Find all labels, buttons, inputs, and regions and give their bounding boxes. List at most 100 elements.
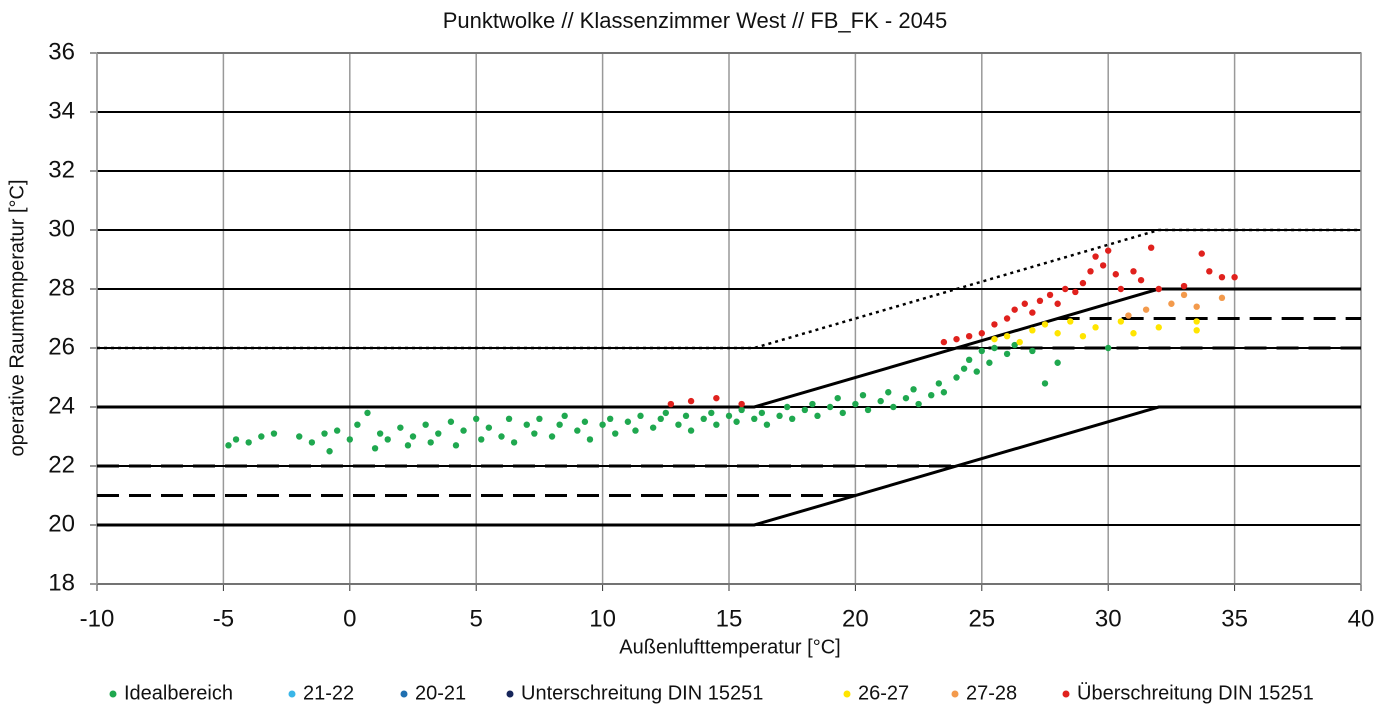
legend-label: 26-27 bbox=[858, 682, 909, 704]
x-tick-label: 0 bbox=[343, 605, 356, 632]
data-point bbox=[700, 415, 707, 422]
y-tick-label: 24 bbox=[48, 392, 75, 419]
data-point bbox=[637, 412, 644, 420]
data-point bbox=[308, 439, 316, 446]
data-point bbox=[409, 433, 417, 440]
data-point bbox=[1016, 338, 1023, 346]
data-point bbox=[1041, 380, 1049, 387]
data-point bbox=[1011, 341, 1018, 349]
data-point bbox=[826, 403, 834, 411]
data-point bbox=[1117, 285, 1125, 293]
data-point bbox=[1021, 300, 1028, 307]
data-point bbox=[397, 424, 404, 431]
data-point bbox=[713, 394, 720, 402]
data-point bbox=[978, 330, 985, 337]
data-point bbox=[758, 409, 766, 417]
data-point bbox=[1142, 306, 1150, 313]
data-point bbox=[725, 412, 733, 420]
data-point bbox=[940, 389, 948, 396]
x-axis-label: Außenlufttemperatur [°C] bbox=[619, 636, 840, 658]
data-point bbox=[834, 394, 841, 402]
data-point bbox=[599, 421, 606, 428]
data-point bbox=[708, 409, 715, 417]
data-point bbox=[783, 403, 791, 411]
data-point bbox=[1193, 303, 1200, 310]
data-point bbox=[1130, 330, 1137, 337]
data-point bbox=[1130, 268, 1137, 275]
data-point bbox=[321, 430, 328, 437]
data-point bbox=[733, 418, 740, 425]
data-point bbox=[928, 392, 935, 399]
data-point bbox=[232, 436, 240, 443]
legend-marker bbox=[400, 690, 408, 698]
data-point bbox=[1029, 347, 1036, 355]
data-point bbox=[606, 415, 614, 422]
x-tick-label: 25 bbox=[968, 605, 995, 632]
data-point bbox=[1011, 306, 1018, 313]
data-point bbox=[789, 415, 796, 422]
data-point bbox=[505, 415, 513, 422]
data-point bbox=[965, 333, 973, 340]
data-point bbox=[1041, 321, 1049, 328]
data-point bbox=[581, 418, 589, 425]
data-point bbox=[649, 424, 657, 431]
x-tick-label: 40 bbox=[1348, 605, 1375, 632]
data-point bbox=[1105, 344, 1112, 352]
legend-marker bbox=[506, 690, 514, 698]
data-point bbox=[1036, 297, 1044, 304]
data-point bbox=[296, 433, 303, 440]
data-point bbox=[1180, 282, 1188, 290]
data-point bbox=[776, 412, 783, 420]
data-point bbox=[326, 448, 333, 455]
data-point bbox=[991, 344, 998, 352]
data-point bbox=[1087, 268, 1094, 275]
data-point bbox=[612, 430, 619, 437]
data-point bbox=[1054, 359, 1061, 366]
data-point bbox=[1218, 274, 1226, 281]
data-point bbox=[1105, 247, 1112, 254]
data-point bbox=[991, 321, 998, 328]
data-point bbox=[1155, 285, 1162, 293]
data-point bbox=[435, 430, 442, 437]
data-point bbox=[687, 397, 695, 405]
data-point bbox=[1003, 315, 1011, 322]
data-point bbox=[839, 409, 846, 417]
y-tick-label: 20 bbox=[48, 510, 75, 537]
data-point bbox=[1067, 318, 1074, 325]
legend-label: 20-21 bbox=[415, 682, 466, 704]
data-point bbox=[1137, 276, 1145, 284]
data-point bbox=[1054, 330, 1061, 337]
legend-label: 27-28 bbox=[966, 682, 1017, 704]
data-point bbox=[973, 368, 980, 375]
data-point bbox=[1079, 279, 1087, 287]
data-point bbox=[1218, 294, 1226, 302]
data-point bbox=[1003, 333, 1011, 340]
y-tick-label: 34 bbox=[48, 97, 75, 124]
data-point bbox=[460, 427, 467, 434]
data-point bbox=[1168, 300, 1175, 307]
data-point bbox=[523, 421, 530, 428]
data-point bbox=[258, 433, 265, 440]
data-point bbox=[1079, 333, 1087, 340]
data-point bbox=[574, 427, 581, 434]
data-point bbox=[1029, 327, 1036, 334]
data-point bbox=[940, 338, 948, 346]
data-point bbox=[1062, 285, 1069, 293]
x-tick-label: 30 bbox=[1095, 605, 1122, 632]
data-point bbox=[1155, 324, 1162, 331]
data-point bbox=[986, 359, 993, 366]
data-point bbox=[485, 424, 493, 431]
legend-label: Überschreitung DIN 15251 bbox=[1077, 682, 1314, 704]
x-tick-label: -5 bbox=[213, 605, 234, 632]
data-point bbox=[225, 442, 232, 449]
legend-marker bbox=[1062, 690, 1070, 698]
y-tick-label: 28 bbox=[48, 274, 75, 301]
data-point bbox=[245, 439, 252, 446]
data-point bbox=[1117, 318, 1125, 325]
data-point bbox=[531, 430, 538, 437]
data-point bbox=[687, 427, 695, 434]
data-point bbox=[586, 436, 594, 443]
data-point bbox=[960, 365, 968, 372]
data-point bbox=[915, 400, 922, 408]
